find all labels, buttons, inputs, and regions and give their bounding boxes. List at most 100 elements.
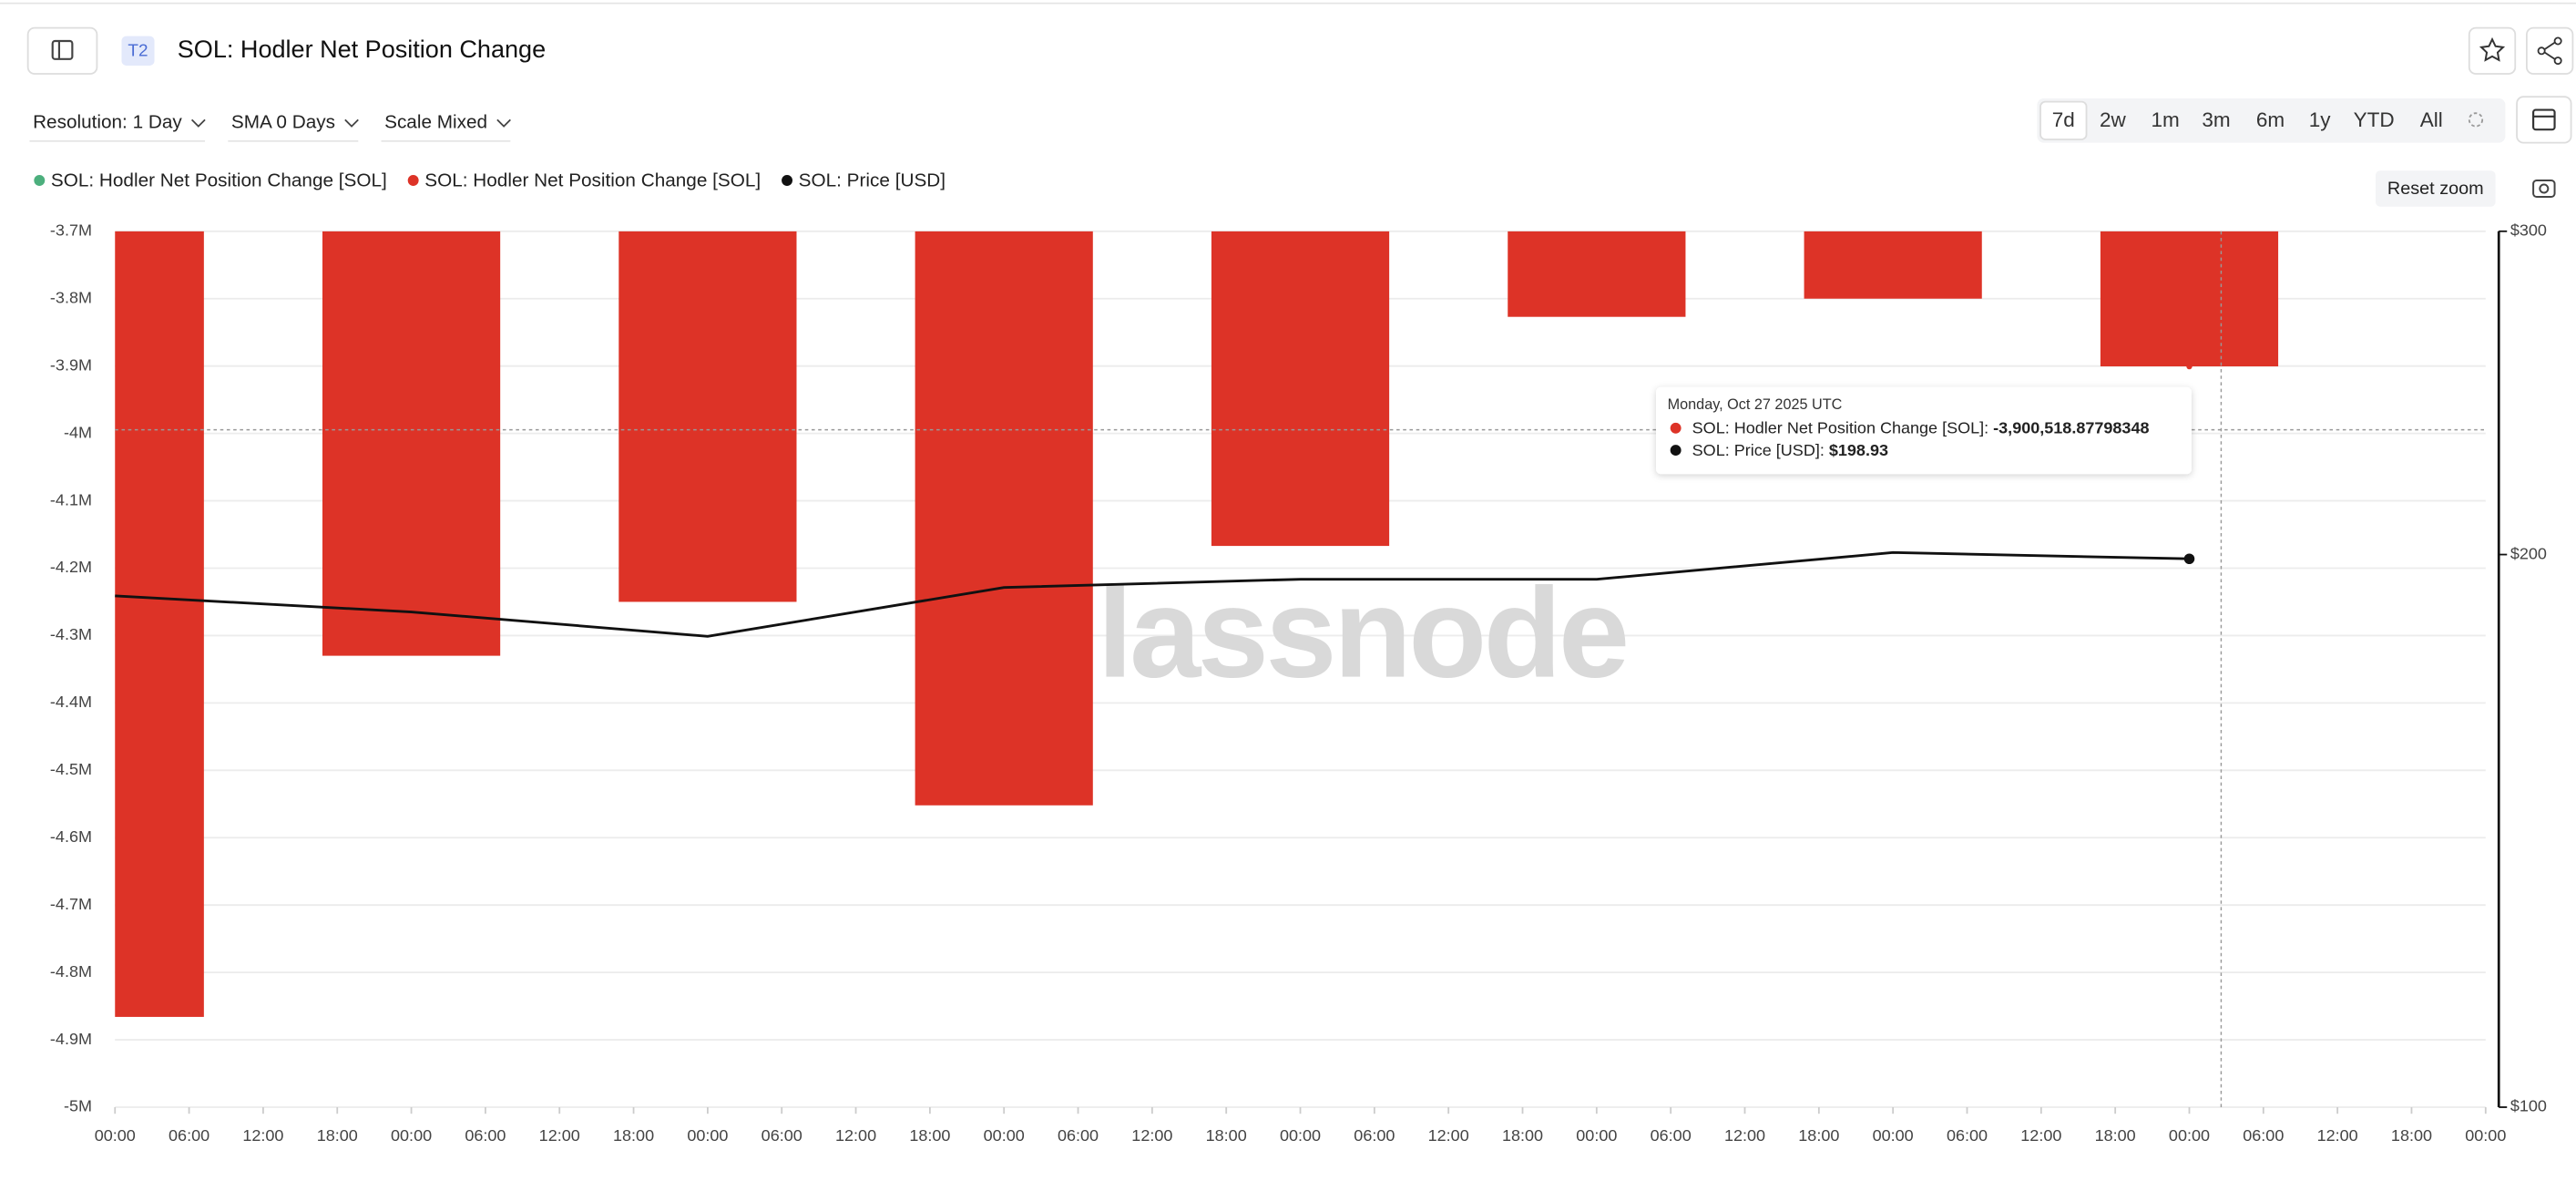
range-label: YTD [2354, 108, 2395, 131]
x-tick-label: 12:00 [2020, 1126, 2061, 1145]
bars [115, 231, 2279, 1017]
y-tick-label: -4.3M [50, 625, 92, 643]
y-tick-label: -4.8M [50, 962, 92, 981]
range-button[interactable]: 6m [2256, 108, 2285, 131]
x-tick-label: 00:00 [391, 1126, 432, 1145]
x-tick-label: 06:00 [762, 1126, 802, 1145]
range-button[interactable]: 2w [2100, 108, 2127, 131]
y-tick-label: -3.9M [50, 355, 92, 374]
dropdown-label: SMA 0 Days [231, 111, 335, 132]
tooltip-label: SOL: Price [USD]: [1692, 441, 1829, 459]
range-group: 7d 2w 1m 3m 6m 1y YTD All [2037, 98, 2506, 143]
x-tick-label: 00:00 [2465, 1126, 2506, 1145]
calendar-button[interactable] [2516, 96, 2572, 144]
x-tick-label: 18:00 [1502, 1126, 1543, 1145]
x-tick-label: 00:00 [2169, 1126, 2210, 1145]
range-button[interactable]: YTD [2354, 108, 2395, 131]
x-tick-label: 18:00 [1798, 1126, 1839, 1145]
camera-button[interactable] [2532, 180, 2556, 198]
bar [1508, 231, 1686, 317]
x-tick-label: 00:00 [1280, 1126, 1321, 1145]
x-tick-label: 12:00 [539, 1126, 580, 1145]
dropdown-label: Resolution: 1 Day [33, 111, 182, 132]
x-tick-label: 00:00 [95, 1126, 136, 1145]
x-tick-label: 18:00 [909, 1126, 950, 1145]
tooltip-value: $198.93 [1829, 441, 1888, 459]
x-tick-label: 06:00 [465, 1126, 506, 1145]
x-tick-label: 12:00 [1724, 1126, 1765, 1145]
reset-zoom-button[interactable]: Reset zoom [2375, 170, 2496, 207]
tooltip-dot [1670, 422, 1682, 434]
range-button[interactable]: 1m [2151, 108, 2179, 131]
legend-dot [34, 175, 46, 186]
legend: SOL: Hodler Net Position Change [SOL] SOL… [34, 169, 946, 190]
range-button[interactable]: 3m [2202, 108, 2230, 131]
lines [115, 363, 2195, 638]
range-button[interactable]: 7d [2039, 100, 2088, 140]
x-tick-label: 00:00 [1576, 1126, 1617, 1145]
badge-bg [121, 36, 155, 66]
legend-dot [782, 175, 792, 186]
x-tick-label: 00:00 [687, 1126, 728, 1145]
dropdown-chevron [344, 118, 359, 128]
y-tick-label: -4.7M [50, 895, 92, 913]
hover-point [2183, 553, 2195, 565]
range-label: 6m [2256, 108, 2285, 131]
reset-zoom-label: Reset zoom [2387, 179, 2484, 199]
bar [915, 231, 1093, 806]
tooltip: Monday, Oct 27 2025 UTC SOL: Hodler Net … [1656, 386, 2192, 475]
x-tick-label: 18:00 [2391, 1126, 2432, 1145]
range-button[interactable]: All [2420, 108, 2443, 131]
dropdown-chevron [496, 118, 511, 128]
x-tick-label: 18:00 [2095, 1126, 2136, 1145]
y-tick-label: -4.6M [50, 827, 92, 846]
dropdown[interactable]: Scale Mixed [381, 111, 511, 142]
y-tick-label: -4.4M [50, 693, 92, 711]
dropdown-label: Scale Mixed [384, 111, 487, 132]
zoom-icon [2468, 112, 2484, 128]
bar [115, 231, 204, 1017]
y-tick-label: -3.7M [50, 221, 92, 240]
legend-label: SOL: Price [USD] [799, 169, 946, 190]
page-title: SOL: Hodler Net Position Change [178, 36, 546, 63]
y-tick-label: -4M [64, 423, 92, 441]
legend-dot [407, 175, 419, 186]
range-label: 3m [2202, 108, 2230, 131]
y-tick-label: -4.5M [50, 760, 92, 778]
axes: -3.7M -3.8M -3.9M -4M -4.1M -4.2M -4.3M -4.4M -4… [50, 221, 2547, 1145]
bar [618, 231, 797, 602]
dropdown[interactable]: Resolution: 1 Day [29, 111, 206, 142]
sidebar-toggle[interactable] [26, 26, 98, 75]
y2-tick-label: $300 [2510, 221, 2547, 240]
favorite-button[interactable] [2468, 26, 2517, 75]
range-label: 7d [2052, 108, 2075, 131]
dropdown-group: Resolution: 1 Day SMA 0 Days Scale Mixed [29, 111, 511, 142]
y-tick-label: -3.8M [50, 288, 92, 306]
bar [1211, 231, 1390, 547]
legend-label: SOL: Hodler Net Position Change [SOL] [51, 169, 387, 190]
range-label: 1m [2151, 108, 2179, 131]
y2-tick-label: $100 [2510, 1097, 2547, 1115]
tooltip-label: SOL: Hodler Net Position Change [SOL]: [1692, 418, 1993, 436]
share-button[interactable] [2525, 26, 2574, 75]
price-line [115, 550, 2190, 638]
bar [1804, 231, 1982, 299]
tooltip-row: SOL: Hodler Net Position Change [SOL]: -… [1692, 418, 2150, 436]
tooltip-dot [1670, 445, 1682, 457]
y-tick-label: -4.1M [50, 490, 92, 508]
dropdown-chevron [190, 118, 206, 128]
x-tick-label: 06:00 [2243, 1126, 2284, 1145]
x-tick-label: 06:00 [1947, 1126, 1988, 1145]
x-tick-label: 06:00 [1651, 1126, 1692, 1145]
x-tick-label: 12:00 [242, 1126, 283, 1145]
x-tick-label: 06:00 [1058, 1126, 1099, 1145]
x-tick-label: 12:00 [2317, 1126, 2358, 1145]
y2-tick-label: $200 [2510, 544, 2547, 562]
y-tick-label: -4.9M [50, 1030, 92, 1048]
tooltip-title: Monday, Oct 27 2025 UTC [1668, 396, 1843, 413]
range-button[interactable]: 1y [2309, 108, 2332, 131]
x-tick-label: 18:00 [1206, 1126, 1247, 1145]
legend-label: SOL: Hodler Net Position Change [SOL] [424, 169, 761, 190]
dropdown[interactable]: SMA 0 Days [228, 111, 359, 142]
